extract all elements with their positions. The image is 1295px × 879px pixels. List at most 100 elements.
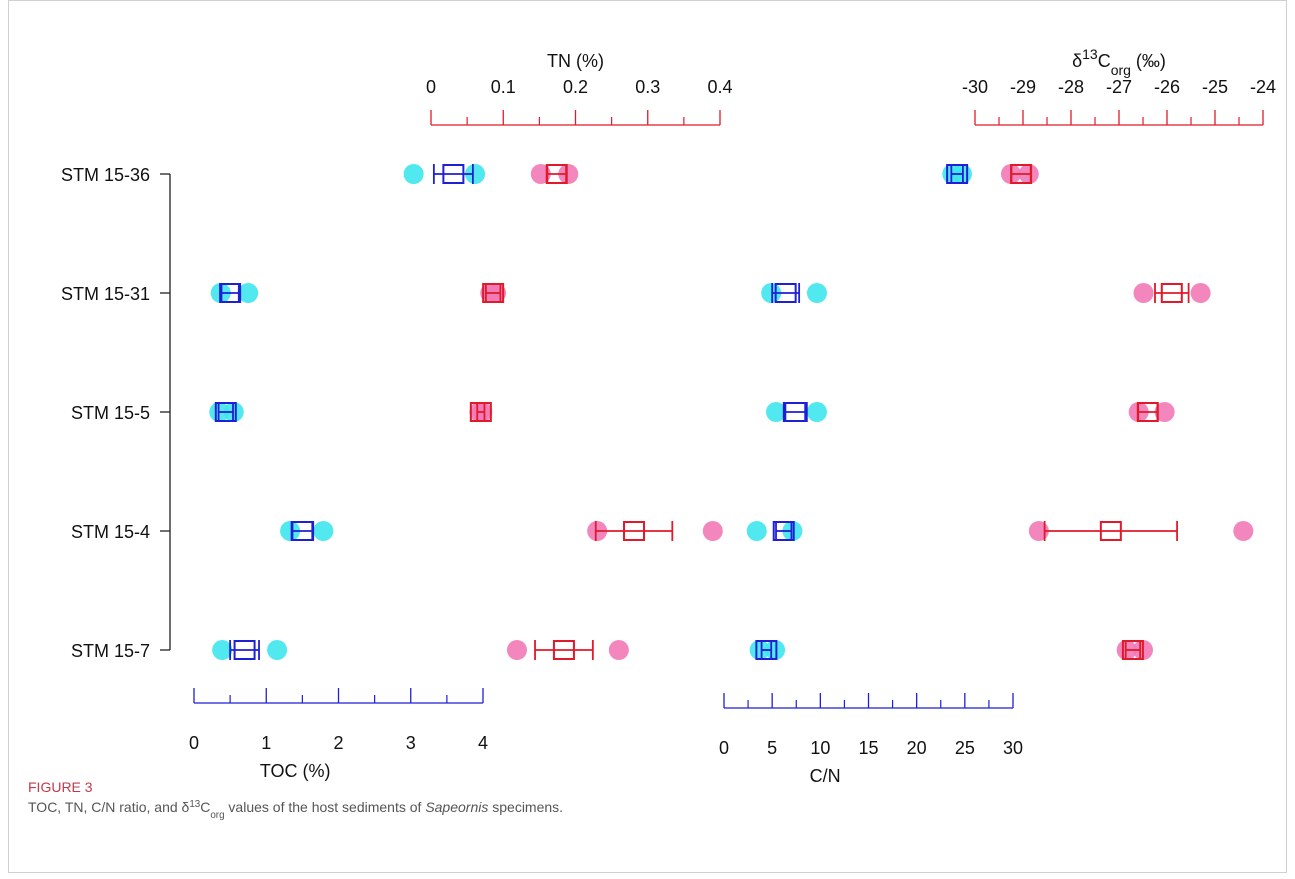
text-part: 13: [1082, 46, 1098, 62]
x-tick-label: 15: [858, 738, 878, 758]
x-tick-label: 20: [907, 738, 927, 758]
x-tick-label: -24: [1250, 77, 1276, 97]
x-tick-label: 25: [955, 738, 975, 758]
sample-point: [212, 640, 233, 660]
mean-box: [219, 283, 242, 303]
text-part: 13: [189, 799, 200, 810]
mean-box: [469, 402, 492, 422]
mean-box: [442, 164, 465, 184]
x-tick-label: 4: [478, 733, 488, 753]
x-tick-label: 10: [810, 738, 830, 758]
x-tick-label: 5: [767, 738, 777, 758]
error-bar: [760, 640, 773, 660]
x-tick-label: 0.2: [563, 77, 588, 97]
category-label: STM 15-36: [61, 165, 150, 185]
axis-title: TOC (%): [260, 761, 331, 781]
text-part: C/N: [810, 766, 841, 786]
sample-point: [403, 164, 424, 184]
error-bar: [220, 283, 240, 303]
mean-box: [946, 164, 969, 184]
mean-box: [1160, 283, 1183, 303]
x-tick-label: -30: [962, 77, 988, 97]
error-bar: [1154, 283, 1190, 303]
error-bar: [534, 640, 594, 660]
mean-box: [623, 521, 646, 541]
error-bar: [1124, 640, 1142, 660]
error-bar: [485, 283, 502, 303]
text-part: TOC (%): [260, 761, 331, 781]
sample-point: [782, 521, 803, 541]
mean-box: [1136, 402, 1159, 422]
error-bar: [950, 164, 964, 184]
text-part: specimens.: [488, 799, 563, 815]
mean-box: [772, 521, 795, 541]
sample-point: [280, 521, 301, 541]
sample-point: [746, 521, 767, 541]
text-part: TOC, TN, C/N ratio, and δ: [28, 799, 190, 815]
mean-box: [1121, 640, 1144, 660]
text-part: C: [1098, 51, 1111, 71]
frame: [8, 0, 1287, 873]
sample-point: [806, 402, 827, 422]
x-tick-label: 0: [189, 733, 199, 753]
mean-box: [755, 640, 778, 660]
sample-point: [608, 640, 629, 660]
x-tick-label: -29: [1010, 77, 1036, 97]
mean-box: [784, 402, 807, 422]
category-label: STM 15-4: [71, 522, 150, 542]
category-label: STM 15-7: [71, 641, 150, 661]
x-tick-label: 0.1: [491, 77, 516, 97]
x-tick-label: 0: [719, 738, 729, 758]
text-part: TN (%): [547, 51, 604, 71]
x-tick-label: -25: [1202, 77, 1228, 97]
mean-box: [774, 283, 797, 303]
mean-box: [291, 521, 314, 541]
text-part: org: [210, 810, 224, 821]
sample-point: [1133, 283, 1154, 303]
error-bar: [476, 402, 486, 422]
category-label: STM 15-31: [61, 284, 150, 304]
axis-title: TN (%): [547, 51, 604, 71]
x-tick-label: 1: [261, 733, 271, 753]
error-bar: [771, 283, 801, 303]
text-part: δ: [1072, 51, 1082, 71]
x-tick-label: 0.4: [707, 77, 732, 97]
sample-point: [267, 640, 288, 660]
sample-point: [702, 521, 723, 541]
sample-point: [765, 640, 786, 660]
error-bar: [775, 521, 793, 541]
sample-point: [558, 164, 579, 184]
error-bar: [594, 521, 674, 541]
figure-label: FIGURE 3: [28, 779, 93, 795]
caption: TOC, TN, C/N ratio, and δ13Corg values o…: [28, 799, 563, 821]
category-label: STM 15-5: [71, 403, 150, 423]
sample-point: [1190, 283, 1211, 303]
text-part: (‰): [1131, 51, 1166, 71]
x-tick-label: -27: [1106, 77, 1132, 97]
mean-box: [552, 640, 575, 660]
sample-point: [465, 164, 486, 184]
x-tick-label: -28: [1058, 77, 1084, 97]
mean-box: [1010, 164, 1033, 184]
error-bar: [217, 402, 234, 422]
error-bar: [432, 164, 474, 184]
mean-box: [545, 164, 568, 184]
mean-box: [214, 402, 237, 422]
error-bar: [782, 402, 808, 422]
mean-box: [482, 283, 505, 303]
error-bar: [1043, 521, 1178, 541]
x-tick-label: 2: [333, 733, 343, 753]
text-part: values of the host sediments of: [225, 799, 426, 815]
axis-title: δ13Corg (‰): [1072, 46, 1166, 78]
sample-point: [506, 640, 527, 660]
x-tick-label: -26: [1154, 77, 1180, 97]
x-tick-label: 30: [1003, 738, 1023, 758]
sample-point: [766, 402, 787, 422]
sample-point: [313, 521, 334, 541]
mean-box: [233, 640, 256, 660]
axis-title: C/N: [810, 766, 841, 786]
x-tick-label: 0.3: [635, 77, 660, 97]
sample-point: [1154, 402, 1175, 422]
sample-point: [1233, 521, 1254, 541]
